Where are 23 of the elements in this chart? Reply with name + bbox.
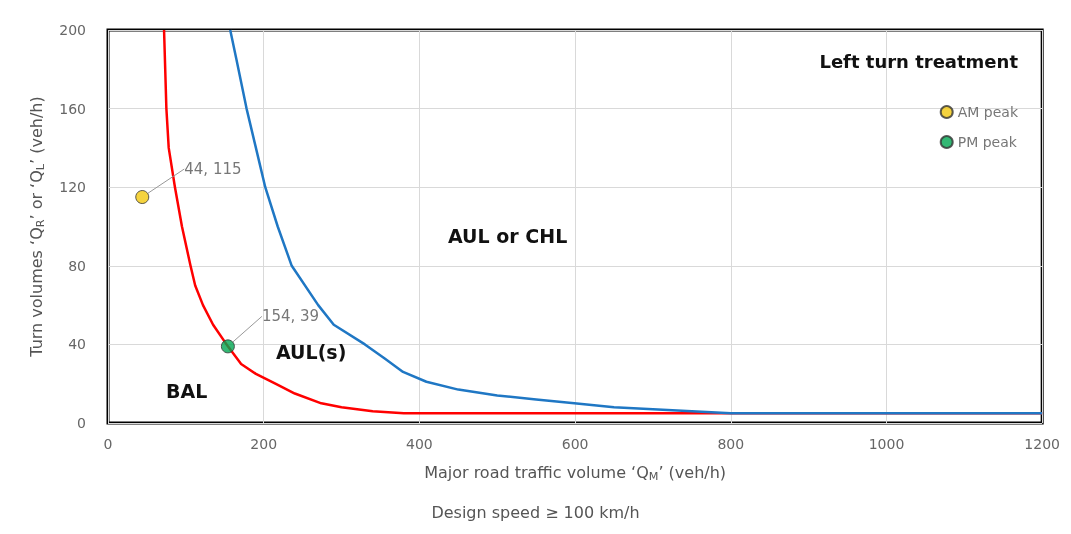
y-tick-label: 200: [59, 22, 86, 38]
x-tick-label: 1200: [1024, 436, 1061, 452]
x-tick-label: 400: [406, 436, 433, 452]
text: Design speed ≥ 100 km/h: [431, 502, 640, 522]
legend-label: PM peak: [957, 134, 1018, 150]
data-label: 44, 115: [184, 160, 242, 179]
x-tick-label: 800: [717, 436, 745, 452]
x-tick-label: 0: [103, 436, 113, 452]
x-tick-label: 1000: [868, 436, 905, 452]
y-axis-title: Turn volumes ‘QR’ or ‘QL’ (veh/h): [27, 96, 47, 358]
data-label: 154, 39: [261, 307, 320, 326]
y-tick-label: 80: [68, 257, 86, 274]
y-tick-label: 40: [68, 336, 86, 353]
x-tick-label: 200: [250, 436, 278, 452]
annotation: AUL(s): [276, 340, 347, 363]
y-tick-label: 120: [59, 179, 86, 196]
y-tick-label: 160: [59, 100, 86, 117]
annotation: AUL or CHL: [448, 224, 568, 247]
legend-title: Left turn treatment: [819, 50, 1019, 72]
annotation: BAL: [166, 379, 208, 402]
y-tick-label: 0: [77, 415, 86, 431]
x-tick-label: 600: [561, 436, 589, 452]
legend-label: AM peak: [957, 104, 1019, 120]
